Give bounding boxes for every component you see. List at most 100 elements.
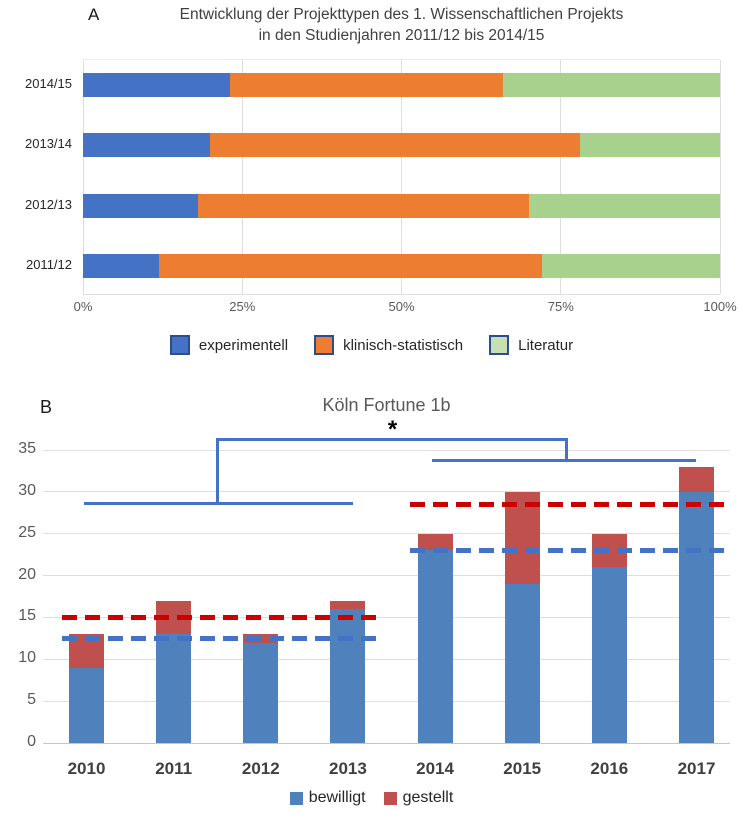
mean-line-dashed-3 — [410, 547, 726, 553]
legend-label-klinisch-statistisch: klinisch-statistisch — [343, 336, 464, 354]
bar-segment-Literatur — [541, 253, 720, 278]
x-tick-label: 75% — [547, 299, 574, 314]
category-label-2013/14: 2013/14 — [25, 136, 72, 152]
x-tick-label-2015: 2015 — [503, 759, 542, 778]
gridline-horizontal — [43, 533, 730, 535]
legend-item-klinisch-statistisch: klinisch-statistisch — [314, 335, 463, 355]
y-tick-label: 15 — [18, 607, 36, 625]
chart-a-legend: experimentell klinisch-statistisch Literat… — [0, 335, 743, 355]
bar-segment-experimentell — [83, 133, 211, 158]
bar-segment-Literatur — [503, 73, 720, 97]
y-tick-label: 35 — [18, 440, 36, 457]
bar-segment-klinisch-statistisch — [159, 253, 542, 278]
x-tick-label-2016: 2016 — [590, 759, 629, 778]
chart-b-legend: bewilligt gestellt — [0, 789, 743, 807]
stacked-bar-2014/15 — [83, 73, 720, 97]
x-tick-label-2010: 2010 — [67, 759, 106, 778]
significance-bracket-left-stem — [216, 437, 219, 505]
x-tick-label-2017: 2017 — [677, 759, 716, 778]
gridline-horizontal — [43, 575, 730, 577]
bar-segment-gestellt-2013 — [330, 600, 366, 610]
bar-segment-bewilligt-2013 — [330, 609, 366, 743]
legend-item-experimentell: experimentell — [169, 335, 289, 355]
x-tick-label: 100% — [703, 299, 737, 314]
legend-item-gestellt: gestellt — [383, 789, 454, 807]
mean-line-dashed-0 — [61, 614, 377, 620]
bar-segment-klinisch-statistisch — [197, 193, 529, 218]
gridline-vertical — [401, 60, 402, 294]
panel-label-b: B — [40, 397, 53, 417]
chart-a-title-line1: Entwicklung der Projekttypen des 1. Wiss… — [179, 6, 624, 23]
significance-bracket-right-stem — [565, 437, 568, 463]
x-tick-label-2011: 2011 — [155, 759, 193, 778]
bar-segment-bewilligt-2011 — [156, 634, 192, 743]
gridline-horizontal — [43, 700, 730, 702]
y-tick-label: 20 — [18, 565, 36, 583]
significance-bracket-top-bar — [216, 437, 568, 441]
mean-line-dashed-1 — [61, 635, 377, 641]
legend-label-gestellt: gestellt — [402, 789, 454, 806]
stacked-bar-2013/14 — [83, 133, 720, 158]
bar-segment-bewilligt-2010 — [69, 667, 104, 743]
bar-segment-bewilligt-2015 — [504, 583, 540, 743]
bar-segment-gestellt-2014 — [417, 533, 453, 551]
gridline-vertical — [241, 60, 243, 294]
legend-item-bewilligt: bewilligt — [289, 789, 366, 807]
gridline-vertical — [82, 60, 84, 294]
y-tick-label: 30 — [18, 481, 36, 499]
legend-item-Literatur: Literatur — [489, 335, 573, 355]
bar-segment-bewilligt-2012 — [243, 642, 279, 743]
chart-a-title: Entwicklung der Projekttypen des 1. Wiss… — [83, 4, 720, 46]
y-tick-label: 25 — [18, 523, 36, 541]
category-label-2014/15: 2014/15 — [25, 76, 72, 91]
gridline-horizontal — [43, 491, 730, 493]
y-tick-label: 5 — [27, 691, 36, 709]
category-label-2012/13: 2012/13 — [25, 196, 72, 212]
bar-segment-experimentell — [83, 193, 198, 218]
legend-swatch-Literatur — [489, 335, 510, 355]
bar-segment-bewilligt-2014 — [417, 550, 453, 743]
chart-a-title-line2: in den Studienjahren 2011/12 bis 2014/15 — [258, 27, 545, 44]
legend-swatch-bewilligt — [289, 791, 303, 805]
bar-segment-bewilligt-2016 — [591, 567, 627, 743]
panel-a-projekttypen-chart: A Entwicklung der Projekttypen des 1. Wi… — [0, 0, 743, 388]
gridline-horizontal — [43, 449, 730, 451]
legend-label-experimentell: experimentell — [198, 336, 289, 354]
gridline-vertical — [719, 60, 721, 294]
x-tick-label: 25% — [229, 299, 256, 314]
stacked-bar-2012/13 — [83, 193, 720, 218]
legend-label-Literatur: Literatur — [518, 336, 574, 354]
x-tick-label: 0% — [73, 299, 93, 314]
category-label-2011/12: 2011/12 — [25, 256, 72, 272]
bar-segment-klinisch-statistisch — [229, 73, 504, 97]
x-tick-label-2012: 2012 — [241, 759, 280, 778]
bar-segment-Literatur — [579, 133, 720, 158]
y-tick-label: 10 — [18, 649, 36, 667]
bar-segment-experimentell — [83, 253, 160, 278]
y-tick-label: 0 — [27, 733, 36, 750]
legend-swatch-klinisch-statistisch — [314, 335, 335, 355]
panel-b-koeln-fortune-chart: B Köln Fortune 1b * 2010 2011 2012 2013 2014… — [0, 388, 743, 823]
significance-bracket-right-bar — [432, 459, 696, 463]
gridline-horizontal — [43, 616, 730, 618]
gridline-vertical — [560, 60, 562, 294]
bar-segment-gestellt-2017 — [679, 466, 714, 492]
legend-swatch-gestellt — [383, 791, 397, 805]
bar-segment-Literatur — [528, 193, 720, 218]
x-tick-label-2014: 2014 — [416, 759, 454, 778]
gridline-horizontal — [43, 658, 730, 660]
stacked-bar-2011/12 — [83, 253, 720, 278]
x-tick-label: 50% — [388, 299, 415, 314]
chart-b-title: Köln Fortune 1b — [322, 395, 451, 415]
bar-segment-klinisch-statistisch — [210, 133, 580, 158]
legend-swatch-experimentell — [169, 335, 190, 355]
significance-asterisk: * — [387, 416, 398, 443]
bar-segment-bewilligt-2017 — [679, 491, 714, 743]
chart-a-plot-area — [82, 59, 721, 295]
bar-segment-gestellt-2015 — [504, 491, 540, 584]
legend-label-bewilligt: bewilligt — [308, 789, 366, 806]
gridline-horizontal — [43, 742, 730, 744]
x-tick-label-2013: 2013 — [329, 759, 367, 778]
panel-label-a: A — [88, 5, 100, 24]
